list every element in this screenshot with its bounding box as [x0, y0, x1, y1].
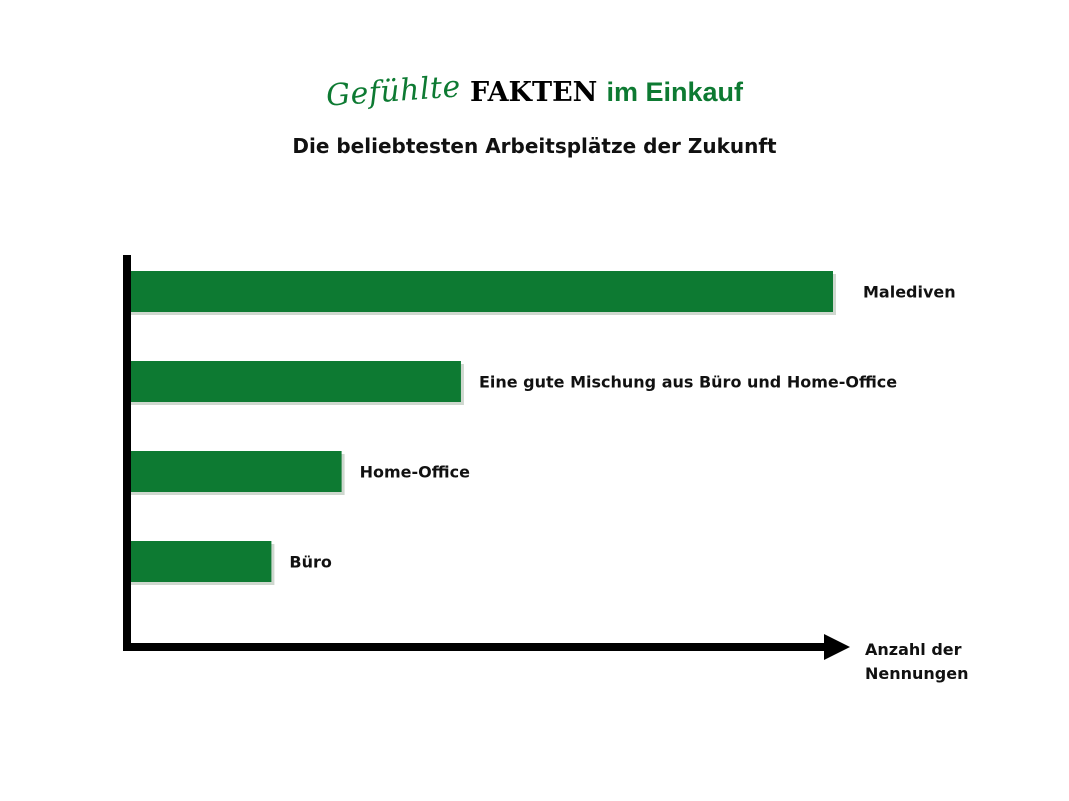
x-axis-label-line-1: Anzahl der	[865, 640, 962, 659]
chart-title: Gefühlte FAKTEN im Einkauf	[0, 69, 1069, 113]
title-bold-part: FAKTEN	[469, 77, 598, 108]
chart-subtitle: Die beliebtesten Arbeitsplätze der Zukun…	[292, 134, 777, 158]
bar-label-2: Home-Office	[360, 463, 470, 482]
x-axis-arrow-icon	[824, 634, 850, 660]
bar-1	[131, 361, 461, 402]
bar-label-0: Malediven	[863, 283, 956, 302]
bar-3	[131, 541, 272, 582]
bar-label-3: Büro	[289, 553, 331, 572]
bar-2	[131, 451, 342, 492]
bar-0	[131, 271, 833, 312]
x-axis-label-line-2: Nennungen	[865, 664, 969, 683]
bars-group: Malediven Eine gute Mischung aus Büro und…	[131, 271, 956, 585]
bar-label-1: Eine gute Mischung aus Büro und Home-Off…	[479, 373, 897, 392]
title-green-part: im Einkauf	[606, 77, 743, 107]
